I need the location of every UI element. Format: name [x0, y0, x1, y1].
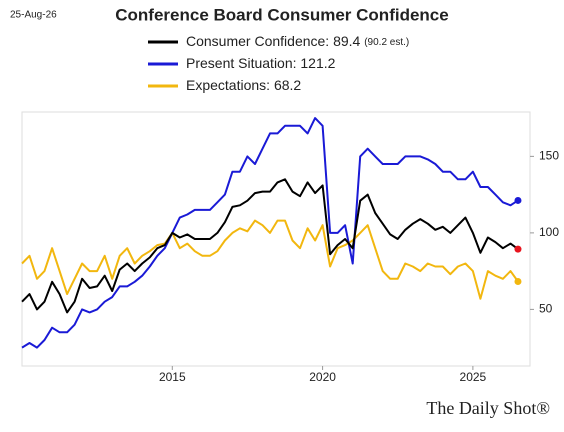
x-tick-label: 2020	[309, 370, 336, 384]
x-tick-label: 2015	[159, 370, 186, 384]
legend-note: (90.2 est.)	[364, 37, 409, 48]
legend-name: Expectations: 68.2	[186, 77, 301, 93]
plot-frame	[21, 111, 531, 367]
end-point	[514, 196, 522, 204]
legend-label: Expectations: 68.2	[186, 77, 301, 93]
x-tick-label: 2025	[460, 370, 487, 384]
legend-name: Present Situation: 121.2	[186, 55, 336, 71]
legend-label: Consumer Confidence: 89.4 (90.2 est.)	[186, 33, 409, 49]
legend-name: Consumer Confidence: 89.4	[186, 33, 361, 49]
source: The Daily Shot®	[426, 398, 550, 418]
date-label: 25-Aug-26	[10, 10, 57, 21]
legend-label: Present Situation: 121.2	[186, 55, 336, 71]
end-point	[514, 245, 522, 253]
series-line	[21, 117, 519, 349]
series-line	[21, 178, 519, 314]
y-tick-label: 150	[539, 149, 559, 163]
y-tick-label: 100	[539, 225, 559, 239]
end-point	[514, 278, 522, 286]
chart-title: Conference Board Consumer Confidence	[115, 5, 448, 24]
series-line	[21, 219, 519, 300]
y-tick-label: 50	[539, 302, 553, 316]
